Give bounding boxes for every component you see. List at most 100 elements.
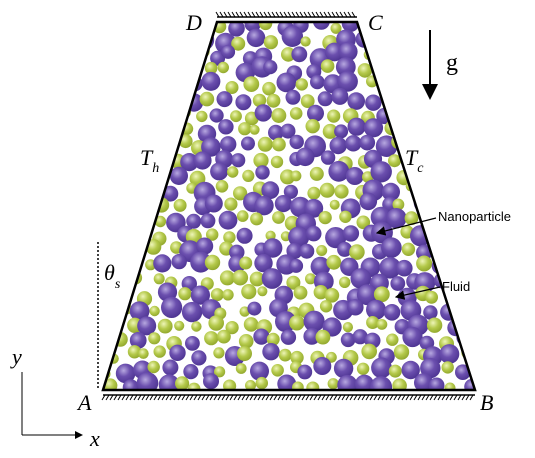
- nanoparticle: [253, 329, 269, 345]
- cold-wall-label: Tc: [405, 145, 424, 176]
- nanoparticle: [331, 88, 348, 105]
- fluid-particle: [475, 62, 490, 77]
- fluid-particle: [191, 321, 201, 331]
- fluid-particle: [468, 91, 483, 106]
- fluid-particle: [427, 318, 442, 333]
- nanoparticle: [457, 36, 472, 51]
- fluid-particle: [465, 317, 475, 327]
- nanoparticle: [441, 132, 459, 150]
- fluid-particle: [330, 200, 340, 210]
- fluid-particle: [101, 92, 113, 104]
- fluid-particle: [126, 106, 140, 120]
- fluid-particle: [170, 34, 181, 45]
- fluid-particle: [320, 183, 335, 198]
- nanoparticle: [432, 149, 450, 167]
- nanoparticle: [360, 193, 378, 211]
- nanoparticle: [405, 125, 421, 141]
- nanoparticle: [447, 179, 468, 200]
- fluid-particle: [148, 332, 160, 344]
- fluid-particle: [200, 92, 215, 107]
- nanoparticle: [347, 92, 365, 110]
- fluid-particle: [316, 245, 327, 256]
- nanoparticle: [337, 375, 357, 395]
- nanoparticle: [328, 161, 349, 182]
- fluid-particle: [487, 17, 498, 28]
- fluid-particle: [469, 241, 484, 256]
- nanoparticle: [119, 167, 138, 186]
- nanoparticle: [122, 71, 144, 93]
- nanoparticle: [123, 222, 140, 239]
- nanoparticle: [221, 45, 235, 59]
- fluid-particle: [468, 135, 482, 149]
- fluid-particle: [150, 119, 166, 135]
- nanoparticle: [345, 135, 361, 151]
- fluid-particle: [477, 321, 491, 335]
- fluid-particle: [205, 255, 220, 270]
- fluid-particle: [267, 94, 281, 108]
- fluid-particle: [402, 243, 415, 256]
- nanoparticle: [94, 302, 109, 317]
- nanoparticle: [420, 179, 435, 194]
- nanoparticle: [255, 104, 272, 121]
- nanoparticle: [158, 136, 176, 154]
- nanoparticle: [105, 223, 122, 240]
- nanoparticle: [217, 91, 233, 107]
- fluid-particle: [379, 83, 389, 93]
- nanoparticle: [297, 365, 312, 380]
- nanoparticle: [286, 90, 301, 105]
- fluid-particle: [482, 288, 497, 303]
- nanoparticle: [383, 90, 399, 106]
- fluid-particle: [397, 18, 411, 32]
- nanoparticle: [413, 105, 428, 120]
- fluid-particle: [148, 361, 160, 373]
- fluid-particle: [416, 256, 432, 272]
- fluid-particle: [106, 317, 119, 330]
- vertex-d: D: [185, 10, 202, 35]
- angle-label: θs: [104, 260, 121, 292]
- fluid-label: Fluid: [442, 279, 470, 294]
- fluid-particle: [264, 35, 278, 49]
- nanoparticle: [101, 21, 117, 37]
- nanoparticle-label: Nanoparticle: [438, 209, 511, 224]
- nanoparticle: [334, 124, 348, 138]
- nanoparticle: [262, 343, 279, 360]
- nanoparticle: [95, 242, 109, 256]
- nanoparticle: [281, 330, 296, 345]
- fluid-particle: [402, 61, 416, 75]
- fluid-particle: [432, 106, 447, 121]
- nanoparticle: [454, 151, 475, 172]
- fluid-particle: [196, 111, 207, 122]
- fluid-particle: [163, 82, 175, 94]
- nanoparticle: [235, 94, 251, 110]
- nanoparticle: [348, 118, 366, 136]
- fluid-particle: [401, 76, 414, 89]
- fluid-particle: [453, 126, 469, 142]
- fluid-particle: [135, 92, 150, 107]
- fluid-particle: [390, 32, 403, 45]
- fluid-particle: [119, 90, 133, 104]
- fluid-particle: [167, 95, 182, 110]
- nanoparticle: [158, 13, 178, 33]
- fluid-particle: [334, 184, 348, 198]
- fluid-particle: [339, 211, 351, 223]
- nanoparticle: [282, 26, 303, 47]
- fluid-particle: [237, 346, 252, 361]
- fluid-particle: [130, 244, 145, 259]
- subscript: s: [115, 277, 121, 292]
- fluid-particle: [432, 168, 446, 182]
- fluid-particle: [146, 30, 157, 41]
- vertex-a: A: [76, 390, 92, 415]
- nanoparticle: [296, 148, 315, 167]
- fluid-particle: [109, 291, 124, 306]
- nanoparticle: [371, 357, 392, 378]
- fluid-particle: [377, 319, 388, 330]
- nanoparticle: [134, 30, 150, 46]
- nanoparticle: [347, 299, 363, 315]
- fluid-particle: [472, 31, 485, 44]
- nanoparticle: [247, 29, 266, 48]
- fluid-particle: [109, 141, 120, 152]
- nanoparticle: [144, 74, 160, 90]
- fluid-particle: [243, 76, 259, 92]
- fluid-particle: [119, 217, 133, 231]
- nanoparticle: [169, 345, 185, 361]
